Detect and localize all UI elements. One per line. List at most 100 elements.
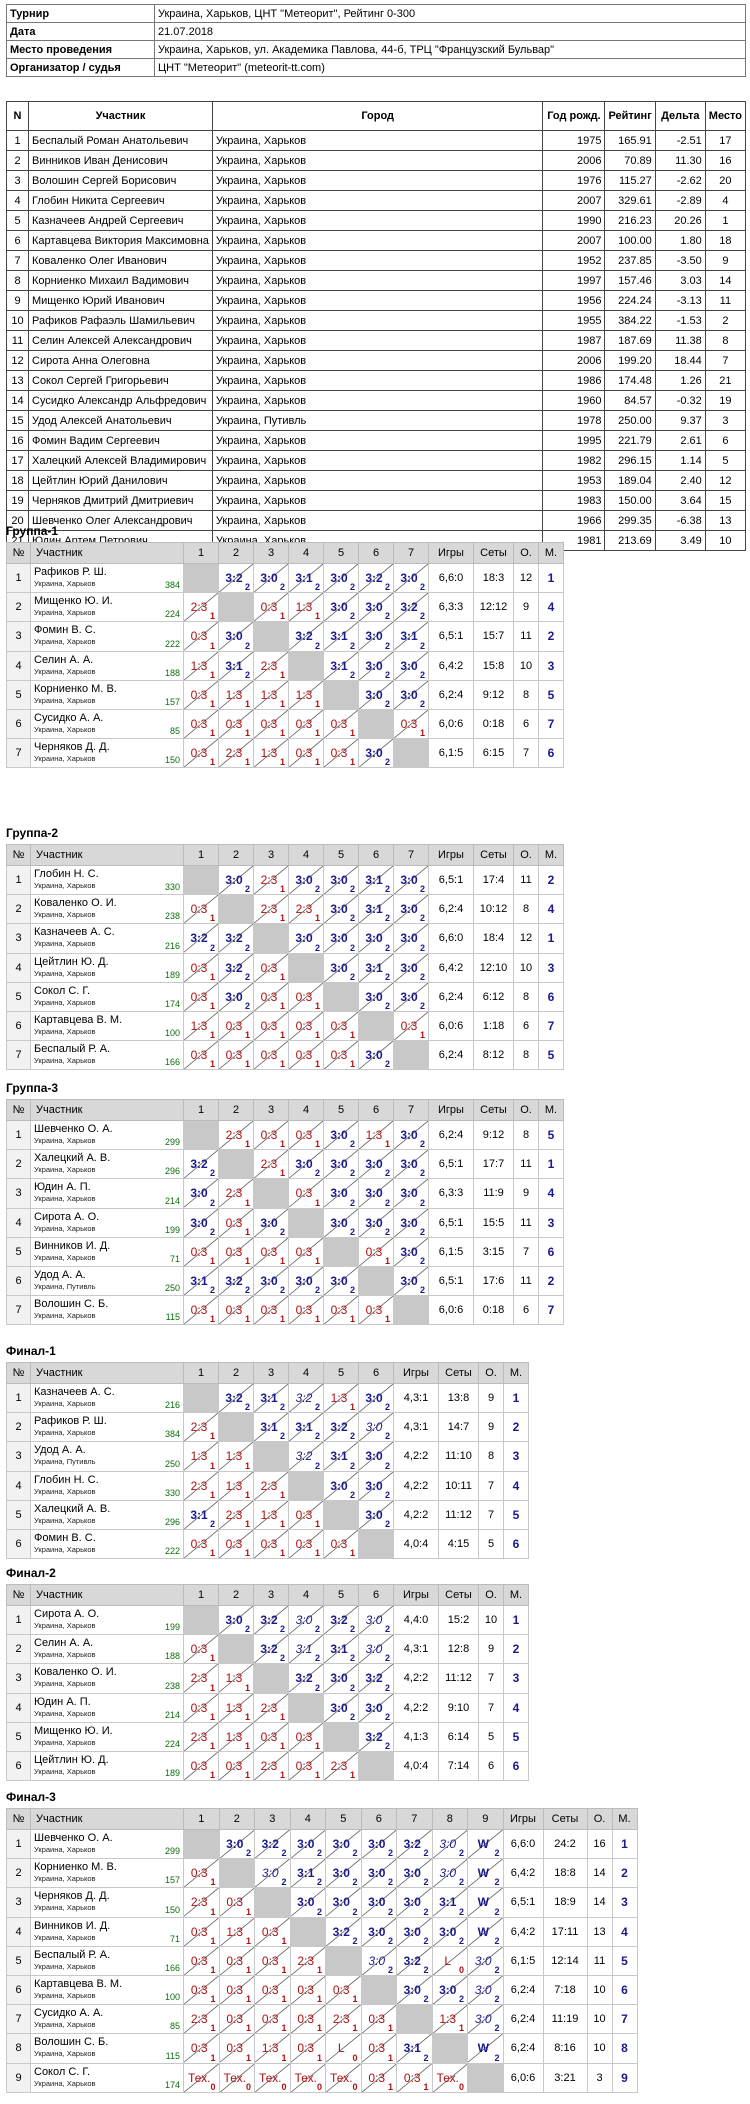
match-score[interactable]: 3:0 2	[467, 2004, 504, 2035]
match-score[interactable]: 0:3 1	[323, 1528, 359, 1560]
match-score[interactable]: 3:0 2	[323, 1692, 359, 1723]
match-score[interactable]: 3:0 2	[218, 981, 254, 1012]
match-score[interactable]: 0:3 1	[218, 1945, 255, 1976]
match-score[interactable]: 0:3 1	[183, 1750, 219, 1782]
match-score[interactable]: 0:3 1	[218, 1974, 255, 2006]
match-score[interactable]: 0:3 1	[183, 621, 219, 652]
participant-name[interactable]: Сусидко А. А.	[34, 2007, 104, 2020]
match-score[interactable]: 3:1 2	[323, 621, 359, 652]
match-score[interactable]: 3:1 2	[358, 864, 394, 896]
match-score[interactable]: 3:0 2	[396, 1916, 433, 1947]
match-score[interactable]: 2:3 1	[183, 1721, 219, 1752]
match-score[interactable]: 3:2 2	[358, 1721, 394, 1752]
match-score[interactable]: 0:3 1	[253, 592, 289, 623]
match-score[interactable]: 3:0 2	[431, 1858, 468, 1889]
match-score[interactable]: 0:3 1	[183, 2033, 220, 2064]
match-score[interactable]: 1:3 1	[253, 679, 289, 710]
participant-name[interactable]: Черняков Д. Д.	[34, 741, 110, 754]
match-score[interactable]: 1:3 1	[253, 1499, 289, 1530]
match-score[interactable]: 3:0 2	[358, 1149, 394, 1180]
match-score[interactable]: 2:3 1	[288, 894, 324, 925]
match-score[interactable]: 3:0 2	[288, 864, 324, 896]
match-score[interactable]: 3:1 2	[431, 1887, 468, 1918]
match-score[interactable]: 3:2 2	[396, 1828, 433, 1860]
match-score[interactable]: 3:0 2	[431, 1916, 468, 1947]
participant-name[interactable]: Сокол С. Г.	[34, 2065, 91, 2078]
match-score[interactable]: 0:3 1	[218, 2033, 255, 2064]
match-score[interactable]: 3:0 2	[323, 1470, 359, 1501]
match-score[interactable]: 0:3 1	[183, 1236, 219, 1267]
match-score[interactable]: 3:2 2	[218, 923, 254, 954]
match-score[interactable]: 3:2 2	[183, 923, 219, 954]
match-score[interactable]: 0:3 1	[393, 1010, 429, 1042]
match-score[interactable]: 3:0 2	[218, 864, 254, 896]
match-score[interactable]: 1:3 1	[253, 738, 289, 769]
match-score[interactable]: 2:3 1	[183, 1412, 219, 1443]
match-score[interactable]: 1:3 1	[183, 1010, 219, 1042]
match-score[interactable]: 3:2 2	[218, 562, 254, 594]
match-score[interactable]: 3:0 2	[467, 1974, 504, 2006]
participant-name[interactable]: Халецкий А. В.	[34, 1152, 111, 1165]
match-score[interactable]: 3:0 2	[393, 864, 429, 896]
match-score[interactable]: 3:0 2	[393, 1207, 429, 1238]
match-score[interactable]: 2:3 1	[218, 738, 254, 769]
match-score[interactable]: 3:0 2	[393, 679, 429, 710]
match-score[interactable]: 0:3 1	[183, 1916, 220, 1947]
match-score[interactable]: 3:0 2	[218, 1828, 255, 1860]
match-score[interactable]: 0:3 1	[253, 1010, 289, 1042]
participant-name[interactable]: Селин А. А.	[34, 653, 94, 666]
match-score[interactable]: 3:0 2	[358, 592, 394, 623]
match-score[interactable]: 0:3 1	[183, 1858, 220, 1889]
match-score[interactable]: 2:3 1	[253, 864, 289, 896]
match-score[interactable]: 0:3 1	[288, 1178, 324, 1209]
match-score[interactable]: 3:0 2	[289, 1887, 326, 1918]
match-score[interactable]: 0:3 1	[323, 1010, 359, 1042]
participant-name[interactable]: Халецкий А. В.	[34, 1502, 111, 1515]
match-score[interactable]: 0:3 1	[323, 1040, 359, 1071]
match-score[interactable]: 0:3 1	[288, 1010, 324, 1042]
match-score[interactable]: 3:0 2	[360, 1887, 397, 1918]
participant-name[interactable]: Шевченко О. А.	[34, 1123, 113, 1136]
match-score[interactable]: 3:0 2	[323, 1178, 359, 1209]
match-score[interactable]: 3:1 2	[288, 562, 324, 594]
participant-name[interactable]: Винников И. Д.	[34, 1239, 111, 1252]
match-score[interactable]: 1:3 1	[431, 2004, 468, 2035]
match-score[interactable]: 3:0 2	[323, 1207, 359, 1238]
match-score[interactable]: 0:3 1	[289, 1974, 326, 2006]
match-score[interactable]: 0:3 1	[323, 1295, 359, 1326]
match-score[interactable]: 0:3 1	[288, 1040, 324, 1071]
match-score[interactable]: 3:0 2	[288, 923, 324, 954]
match-score[interactable]: 2:3 1	[218, 1499, 254, 1530]
match-score[interactable]: 3:0 2	[393, 894, 429, 925]
match-score[interactable]: 3:0 2	[183, 1178, 219, 1209]
match-score[interactable]: 3:1 2	[289, 1858, 326, 1889]
match-score[interactable]: 2:3 1	[253, 650, 289, 681]
match-score[interactable]: 3:0 2	[393, 562, 429, 594]
match-score[interactable]: 3:0 2	[358, 1207, 394, 1238]
match-score[interactable]: 0:3 1	[254, 1974, 291, 2006]
match-score[interactable]: 0:3 1	[183, 708, 219, 740]
match-score[interactable]: 0:3 1	[323, 738, 359, 769]
match-score[interactable]: 2:3 1	[253, 1149, 289, 1180]
match-score[interactable]: 3:0 2	[358, 1382, 394, 1414]
match-score[interactable]: 0:3 1	[358, 1295, 394, 1326]
match-score[interactable]: 2:3 1	[183, 1663, 219, 1694]
match-score[interactable]: 3:0 2	[358, 1604, 394, 1636]
participant-name[interactable]: Шевченко О. А.	[34, 1832, 113, 1845]
match-score[interactable]: 3:1 2	[358, 894, 394, 925]
match-score[interactable]: 0:3 1	[254, 2004, 291, 2035]
match-score[interactable]: 3:0 2	[323, 864, 359, 896]
participant-name[interactable]: Черняков Д. Д.	[34, 1890, 110, 1903]
participant-name[interactable]: Рафиков Р. Ш.	[34, 1415, 107, 1428]
match-score[interactable]: 0:3 1	[393, 708, 429, 740]
match-score[interactable]: Тех. 0	[325, 2062, 362, 2093]
match-score[interactable]: 0:3 1	[288, 981, 324, 1012]
match-score[interactable]: 3:0 2	[253, 1207, 289, 1238]
match-score[interactable]: 3:0 2	[360, 1828, 397, 1860]
match-score[interactable]: 3:0 2	[323, 1663, 359, 1694]
match-score[interactable]: 1:3 1	[254, 2033, 291, 2064]
match-score[interactable]: 0:3 1	[253, 952, 289, 983]
